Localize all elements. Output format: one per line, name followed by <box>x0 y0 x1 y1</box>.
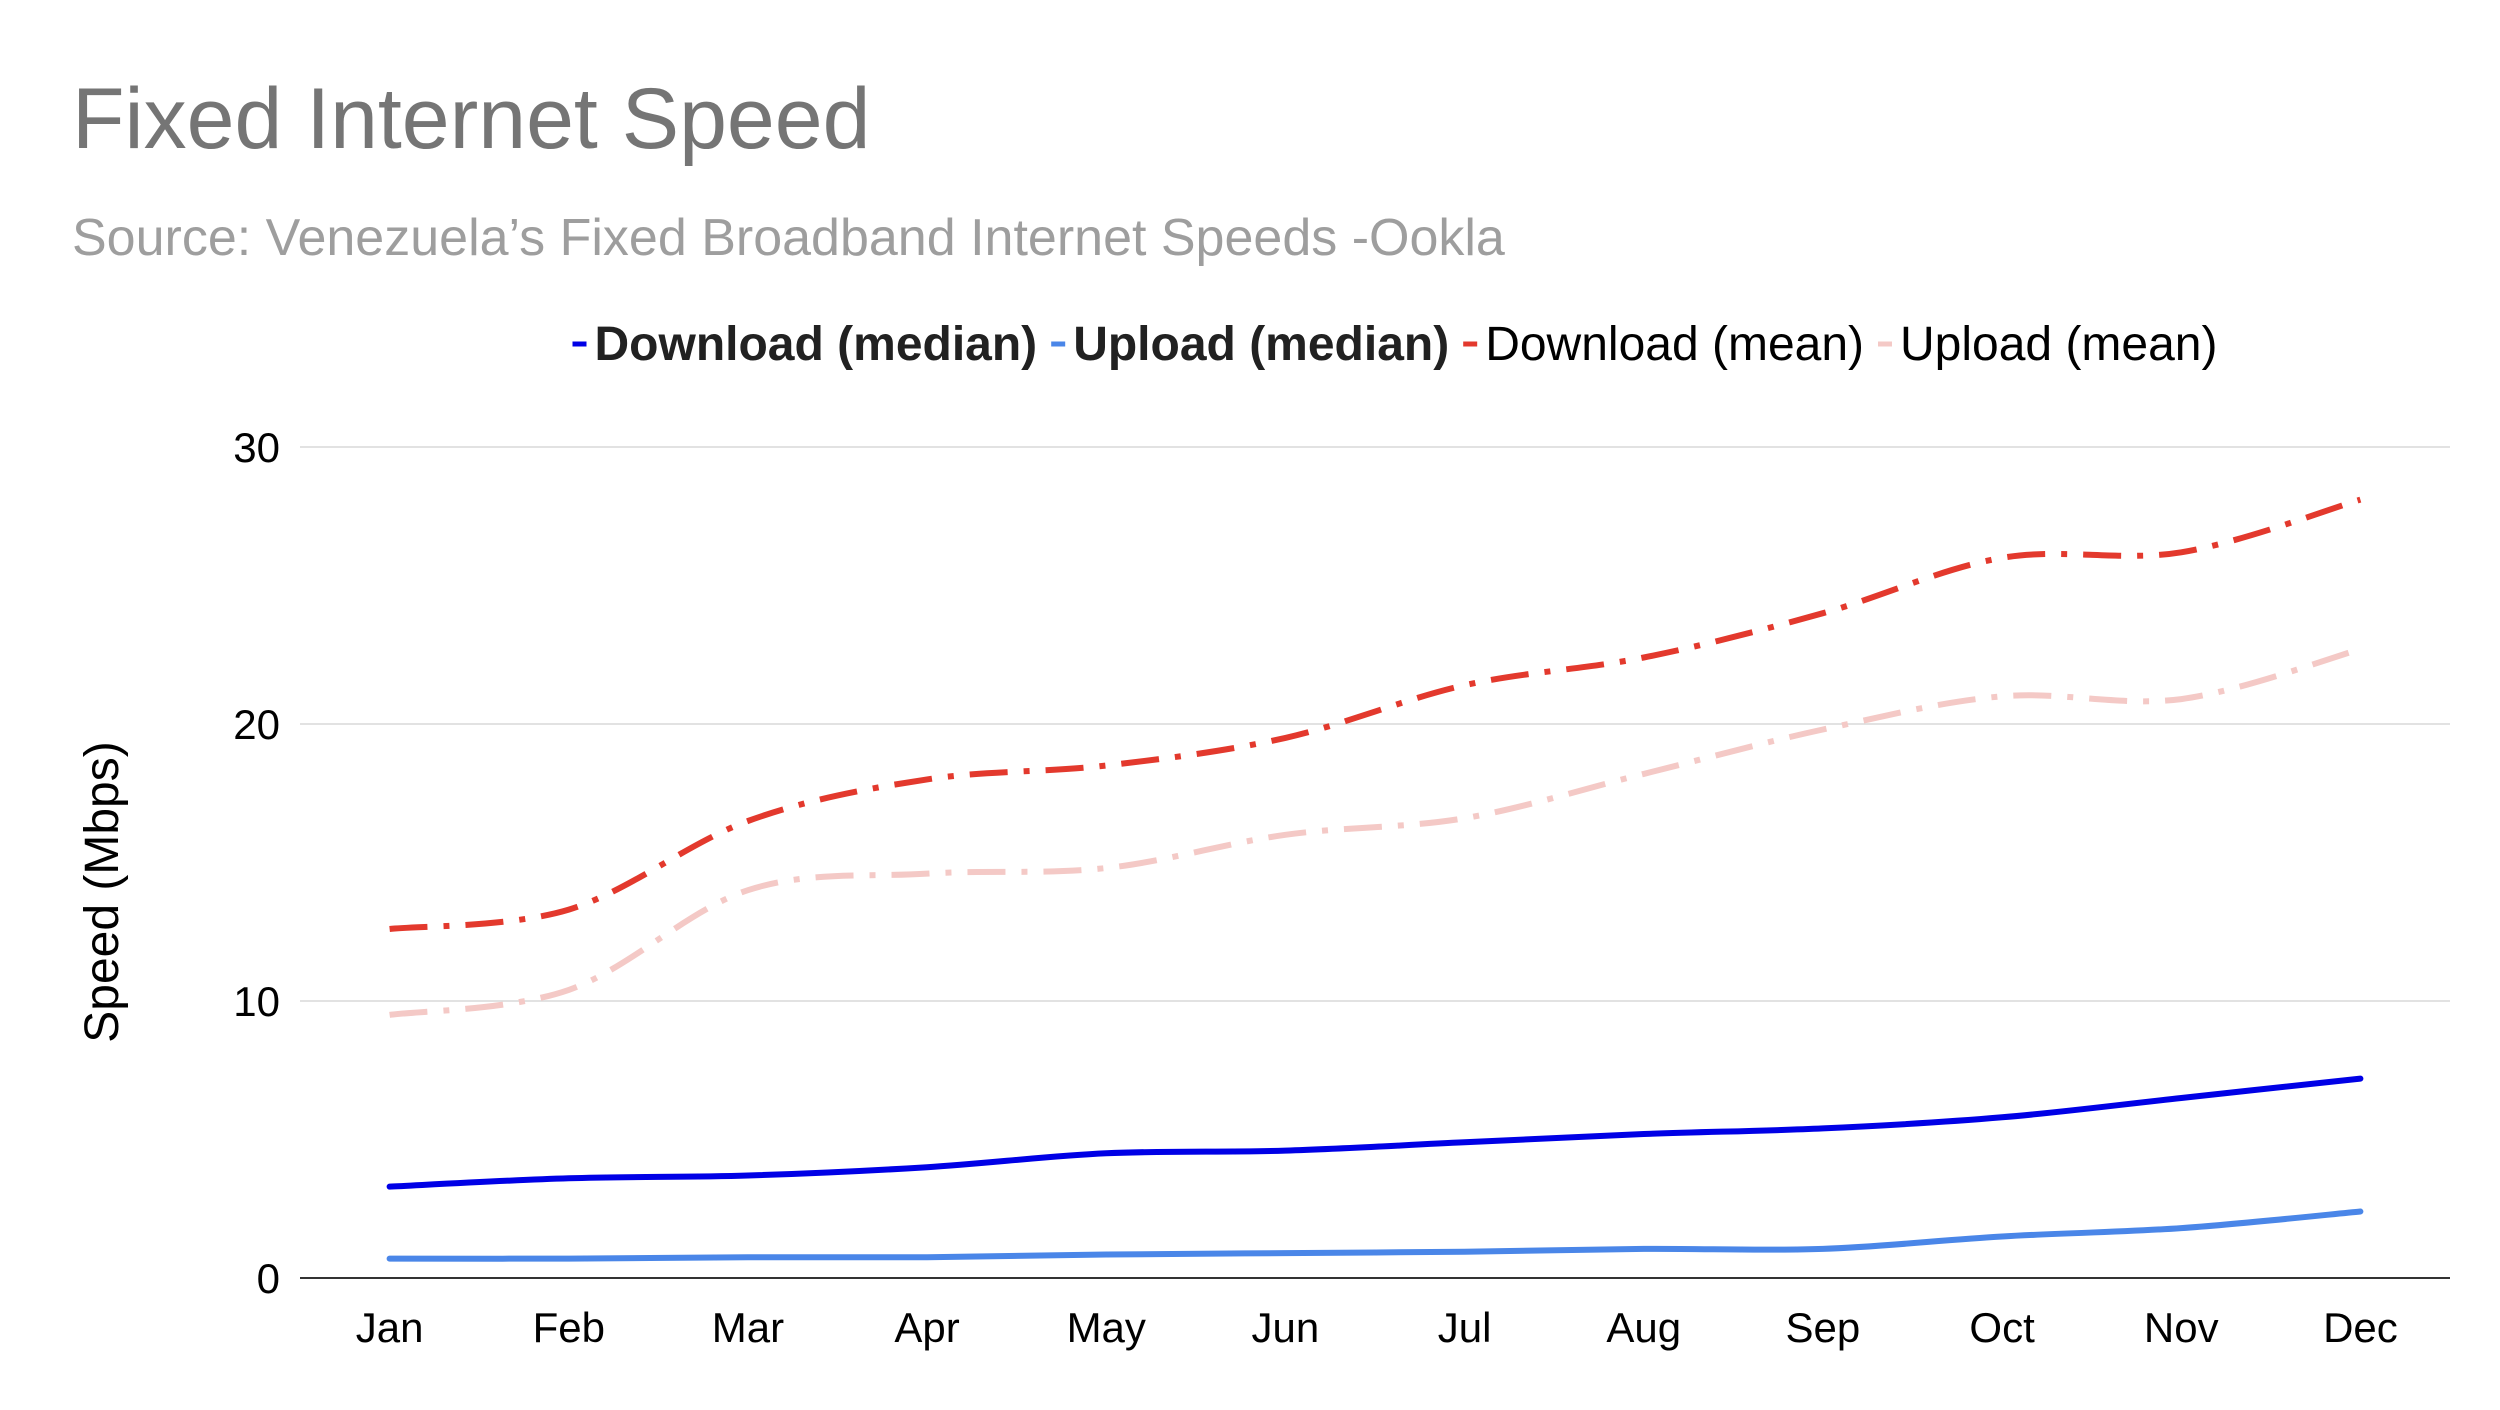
legend-label: Download (mean) <box>1485 318 1864 371</box>
series-lines <box>386 496 2364 1262</box>
series-line-upload-median <box>386 1208 2364 1262</box>
legend-item[interactable]: Upload (mean) <box>1878 318 2217 371</box>
chart-subtitle: Source: Venezuela’s Fixed Broadband Inte… <box>72 209 1505 267</box>
gridlines <box>300 446 2450 1279</box>
x-tick-label: Aug <box>1606 1304 1681 1351</box>
legend-label: Download (median) <box>595 318 1038 371</box>
x-tick-label: Jan <box>356 1304 424 1351</box>
series-line-upload-mean <box>389 646 2362 1018</box>
y-tick-labels: 0 10 20 30 <box>233 424 280 1302</box>
legend-label: Upload (mean) <box>1900 318 2217 371</box>
y-tick-label: 20 <box>233 701 280 748</box>
x-tick-label: Mar <box>712 1304 784 1351</box>
y-axis-label: Speed (Mbps) <box>76 741 129 1042</box>
x-tick-labels: Jan Feb Mar Apr May Jun Jul Aug Sep Oct Nov Dec <box>356 1304 2398 1351</box>
legend-item[interactable]: Download (mean) <box>1463 318 1864 371</box>
series-line-download-mean <box>389 496 2362 932</box>
legend-item[interactable]: Upload (median) <box>1051 318 1449 371</box>
y-tick-label: 10 <box>233 978 280 1025</box>
x-tick-label: Dec <box>2323 1304 2398 1351</box>
y-tick-label: 30 <box>233 424 280 471</box>
legend-label: Upload (median) <box>1073 318 1449 371</box>
x-tick-label: Feb <box>533 1304 605 1351</box>
legend-item[interactable]: Download (median) <box>572 318 1038 371</box>
x-tick-label: Jul <box>1438 1304 1492 1351</box>
x-tick-label: Apr <box>894 1304 959 1351</box>
chart-title: Fixed Internet Speed <box>72 71 871 167</box>
x-tick-label: May <box>1067 1304 1146 1351</box>
x-tick-label: Jun <box>1252 1304 1320 1351</box>
x-tick-label: Sep <box>1786 1304 1861 1351</box>
legend: Download (median) Upload (median) Download… <box>572 318 2217 371</box>
y-tick-label: 0 <box>257 1255 280 1302</box>
x-tick-label: Nov <box>2144 1304 2219 1351</box>
series-line-download-median <box>386 1075 2364 1190</box>
x-tick-label: Oct <box>1969 1304 2035 1351</box>
